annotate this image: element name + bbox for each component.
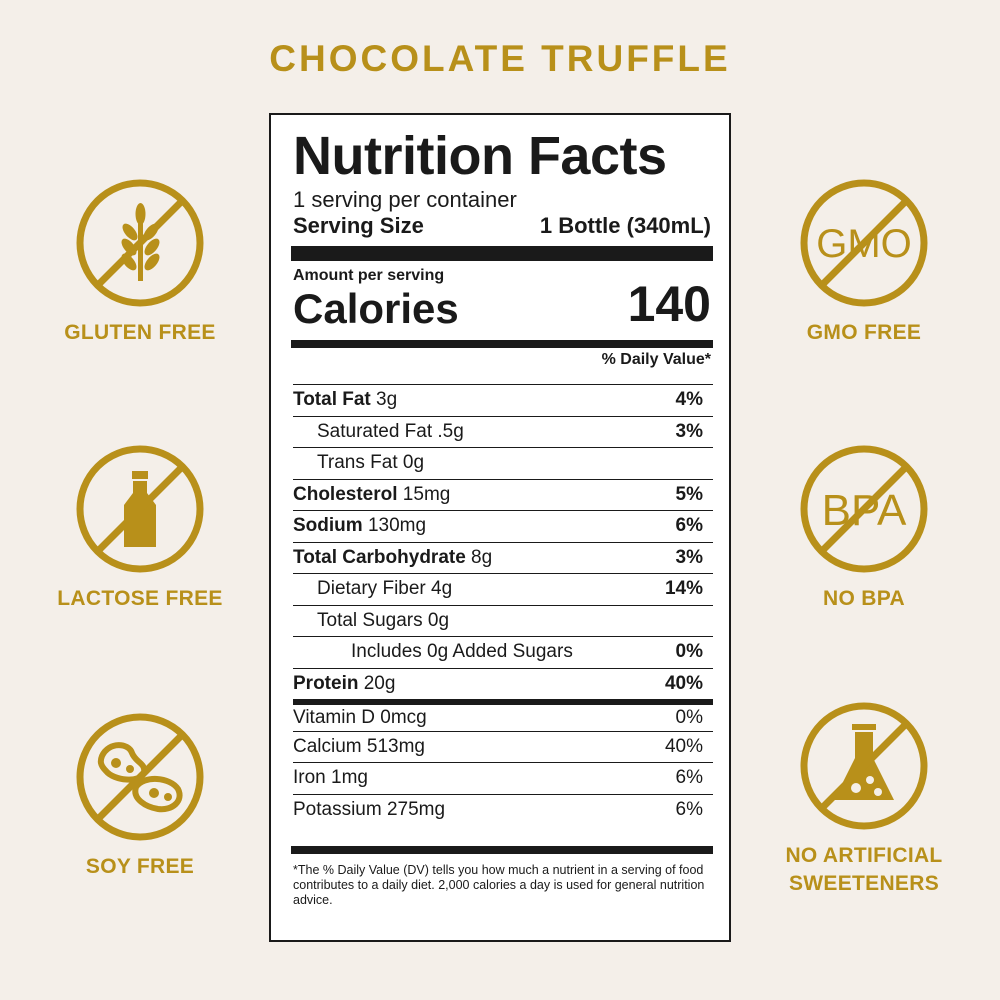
nutrient-row-cholesterol: Cholesterol 15mg 5% [293,478,713,511]
nutrition-facts-panel: Nutrition Facts 1 serving per container … [269,113,731,942]
gluten-free-badge: GLUTEN FREE [40,177,240,347]
daily-value-header: % Daily Value* [601,351,711,368]
no-artificial-sweeteners-label: NO ARTIFICIAL SWEETENERS [764,842,964,898]
wheat-crossed-icon [76,179,204,307]
vitamin-row-iron: Iron 1mg 6% [293,762,713,794]
bottom-divider [291,846,713,854]
serving-size-value: 1 Bottle (340mL) [539,213,711,238]
vitamin-row-potassium: Potassium 275mg 6% [293,793,713,826]
no-bpa-label: NO BPA [823,587,905,610]
calories-value: 140 [627,276,711,332]
nutrition-facts-heading: Nutrition Facts [293,126,667,186]
nutrient-row-total-fat: Total Fat 3g 4% [293,384,713,416]
soy-free-label: SOY FREE [85,855,195,878]
sweeteners-line: SWEETENERS [788,872,940,895]
gmo-free-label: GMO FREE [806,321,922,344]
calories-row: Calories 140 [293,275,711,333]
calories-label: Calories [293,285,459,332]
serving-size-row: Serving Size 1 Bottle (340mL) [293,213,711,239]
bottle-crossed-icon [76,445,204,573]
nutrient-row-added-sugars: Includes 0g Added Sugars 0% [293,636,713,668]
lactose-free-label: LACTOSE FREE [57,587,223,610]
no-artificial-sweeteners-badge: NO ARTIFICIAL SWEETENERS [764,700,964,898]
amount-per-serving: Amount per serving [293,267,445,284]
nutrient-row-total-carbohydrate: Total Carbohydrate 8g 3% [293,541,713,574]
soy-free-badge: SOY FREE [40,711,240,881]
nutrient-row-protein: Protein 20g 40% [293,667,713,700]
serving-size-label: Serving Size [293,213,424,238]
nutrient-rows: Total Fat 3g 4% Saturated Fat .5g 3% Tra… [293,384,713,825]
nutrient-row-saturated-fat: Saturated Fat .5g 3% [293,415,713,448]
vitamin-row-calcium: Calcium 513mg 40% [293,730,713,763]
gmo-free-badge: GMO GMO FREE [764,177,964,347]
lactose-free-badge: LACTOSE FREE [40,443,240,613]
no-artificial-line: NO ARTIFICIAL [785,844,943,867]
product-title: CHOCOLATE TRUFFLE [269,38,731,79]
nutrient-row-sodium: Sodium 130mg 6% [293,510,713,542]
gmo-crossed-icon: GMO [800,179,928,307]
nutrient-row-trans-fat: Trans Fat 0g [293,447,713,479]
servings-per-container: 1 serving per container [293,187,517,212]
bpa-crossed-icon: BPA [800,445,928,573]
thick-divider [291,246,713,261]
medium-divider [291,340,713,348]
nutrient-row-total-sugars: Total Sugars 0g [293,604,713,637]
gluten-free-label: GLUTEN FREE [64,321,216,344]
flask-crossed-icon [800,702,928,830]
vitamin-row-vitamin-d: Vitamin D 0mcg 0% [293,699,713,731]
nutrient-row-dietary-fiber: Dietary Fiber 4g 14% [293,573,713,605]
daily-value-footnote: *The % Daily Value (DV) tells you how mu… [293,863,705,907]
no-bpa-badge: BPA NO BPA [764,443,964,613]
soybean-crossed-icon [76,713,204,841]
